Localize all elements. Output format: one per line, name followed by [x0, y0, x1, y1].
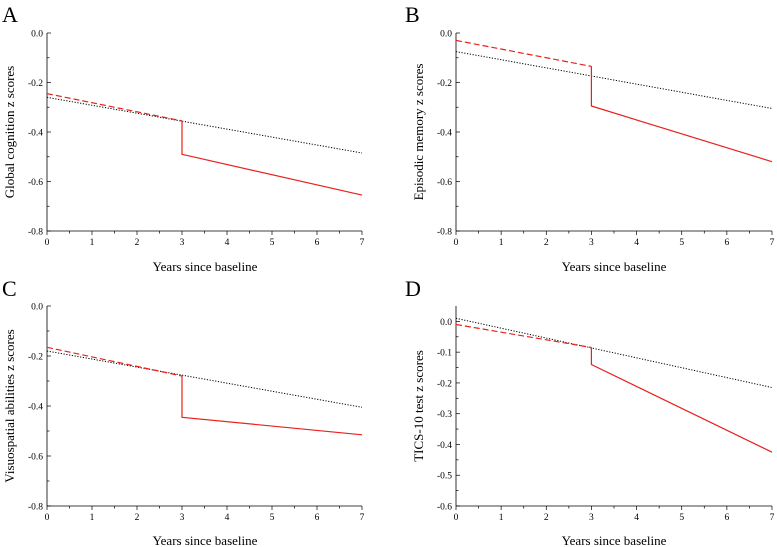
x-axis-title: Years since baseline	[562, 259, 667, 274]
y-tick-label: -0.6	[437, 503, 452, 513]
x-tick-label: 5	[679, 238, 684, 248]
panel-letter: A	[2, 2, 18, 27]
panel-a: A 0.0 -0.2 -0.4 -0.6 -0.80 1 2 3 4 5 6 7 Years since …	[2, 2, 365, 274]
x-axis-title: Years since baseline	[153, 533, 258, 547]
x-axis-title: Years since baseline	[153, 259, 258, 274]
series-post-event	[590, 66, 773, 163]
y-axis-title: Visuospatial abilities z scores	[2, 329, 17, 482]
panel-letter: D	[405, 276, 421, 301]
x-tick-label: 1	[499, 513, 504, 523]
panel-letter: B	[405, 2, 420, 27]
series-post-event	[181, 376, 363, 436]
x-tick-label: 7	[360, 513, 365, 523]
x-tick-label: 4	[634, 513, 639, 523]
panel-c: C 0.0 -0.2 -0.4 -0.6 -0.80 1 2 3 4 5 6 7 Years since …	[2, 276, 365, 547]
series-pre-event	[455, 323, 592, 349]
panel-d: D 0.0 -0.1 -0.2 -0.3 -0.4 -0.5 -0.60 1 2 3 4 5 6 7 Year…	[405, 276, 775, 547]
y-axis-title: TICS-10 test z scores	[411, 350, 426, 462]
series-pre-event	[46, 93, 183, 122]
x-tick-label: 7	[360, 238, 365, 248]
x-tick-label: 7	[770, 238, 775, 248]
y-tick-label: -0.8	[28, 503, 43, 513]
x-tick-label: 0	[454, 513, 459, 523]
y-tick-label: -0.3	[437, 410, 452, 420]
x-tick-label: 7	[770, 513, 775, 523]
x-tick-label: 0	[45, 238, 50, 248]
x-tick-label: 2	[544, 238, 549, 248]
y-tick-label: -0.1	[437, 349, 452, 359]
y-tick-label: -0.4	[28, 129, 43, 139]
x-tick-label: 3	[180, 238, 185, 248]
x-tick-label: 4	[225, 238, 230, 248]
panel-letter: C	[2, 276, 17, 301]
y-tick-label: -0.8	[437, 228, 452, 238]
y-axis-title: Episodic memory z scores	[411, 64, 426, 201]
x-tick-label: 3	[589, 513, 594, 523]
y-tick-label: -0.2	[28, 353, 43, 363]
x-tick-label: 0	[454, 238, 459, 248]
y-tick-label: 0.0	[440, 30, 452, 40]
x-tick-label: 6	[315, 238, 320, 248]
y-tick-label: 0.0	[31, 303, 43, 313]
series-reference	[455, 317, 773, 388]
y-tick-label: -0.4	[28, 403, 43, 413]
y-tick-label: -0.5	[437, 472, 452, 482]
x-tick-label: 2	[135, 513, 140, 523]
x-tick-label: 6	[724, 513, 729, 523]
y-tick-label: 0.0	[440, 318, 452, 328]
x-tick-label: 5	[270, 513, 275, 523]
y-tick-label: -0.2	[437, 379, 452, 389]
series-reference	[46, 96, 363, 154]
panel-b: B 0.0 -0.2 -0.4 -0.6 -0.80 1 2 3 4 5 6 7 Years since …	[405, 2, 775, 274]
x-tick-label: 1	[90, 513, 95, 523]
series-pre-event	[455, 39, 592, 67]
y-tick-label: -0.4	[437, 441, 452, 451]
x-tick-label: 1	[499, 238, 504, 248]
y-tick-label: -0.6	[437, 178, 452, 188]
y-tick-label: -0.8	[28, 228, 43, 238]
series-post-event	[181, 120, 363, 196]
x-tick-label: 3	[180, 513, 185, 523]
x-tick-label: 4	[634, 238, 639, 248]
x-tick-label: 3	[589, 238, 594, 248]
x-tick-label: 2	[544, 513, 549, 523]
x-tick-label: 6	[315, 513, 320, 523]
x-tick-label: 5	[679, 513, 684, 523]
y-tick-label: -0.2	[437, 79, 452, 89]
y-tick-label: -0.6	[28, 453, 43, 463]
x-tick-label: 4	[225, 513, 230, 523]
x-tick-label: 0	[45, 513, 50, 523]
series-reference	[46, 350, 363, 408]
y-tick-label: -0.4	[437, 129, 452, 139]
y-axis-title: Global cognition z scores	[2, 66, 17, 199]
y-tick-label: -0.2	[28, 79, 43, 89]
series-pre-event	[46, 346, 183, 377]
y-tick-label: -0.6	[28, 178, 43, 188]
x-tick-label: 1	[90, 238, 95, 248]
x-tick-label: 5	[270, 238, 275, 248]
series-post-event	[590, 347, 773, 453]
x-axis-title: Years since baseline	[562, 533, 667, 547]
series-reference	[455, 51, 773, 109]
x-tick-label: 2	[135, 238, 140, 248]
x-tick-label: 6	[724, 238, 729, 248]
y-tick-label: 0.0	[31, 30, 43, 40]
